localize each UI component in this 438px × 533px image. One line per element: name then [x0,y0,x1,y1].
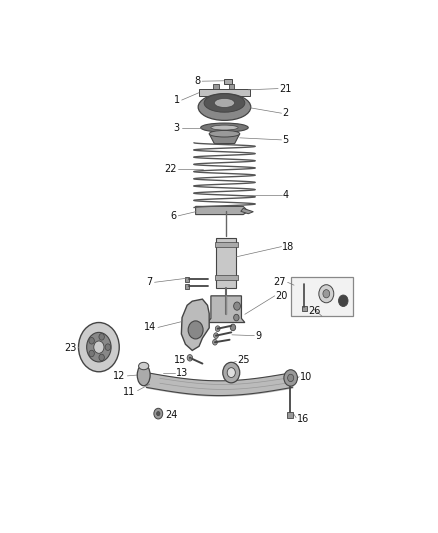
Ellipse shape [201,123,248,132]
Text: 3: 3 [173,123,180,133]
FancyBboxPatch shape [213,84,219,90]
Text: 26: 26 [308,306,321,316]
Circle shape [227,368,235,377]
Circle shape [156,411,160,416]
FancyBboxPatch shape [185,284,189,289]
Text: 22: 22 [164,164,176,174]
Text: 27: 27 [273,277,286,287]
Ellipse shape [211,125,238,130]
Text: 6: 6 [170,211,176,221]
Text: 16: 16 [297,414,309,424]
Text: 12: 12 [113,371,125,381]
Ellipse shape [204,94,245,112]
FancyBboxPatch shape [215,275,238,280]
Circle shape [284,370,297,386]
Circle shape [187,354,193,361]
FancyBboxPatch shape [286,411,293,418]
FancyBboxPatch shape [199,89,250,96]
Polygon shape [241,208,253,214]
Circle shape [319,285,334,303]
Text: 4: 4 [282,190,288,200]
Circle shape [78,322,119,372]
Polygon shape [209,134,240,143]
Text: 2: 2 [282,108,289,118]
Text: 7: 7 [146,277,152,287]
FancyBboxPatch shape [185,277,189,282]
Circle shape [89,350,94,357]
Text: 25: 25 [237,356,250,365]
Text: 5: 5 [282,135,289,145]
Circle shape [215,326,220,332]
FancyBboxPatch shape [301,306,307,311]
Circle shape [89,337,94,344]
Circle shape [223,362,240,383]
Ellipse shape [214,99,235,108]
Circle shape [105,344,110,350]
Ellipse shape [137,365,150,386]
Circle shape [339,295,348,306]
Circle shape [94,341,104,353]
FancyBboxPatch shape [216,238,237,288]
Circle shape [230,324,236,330]
Circle shape [214,333,219,338]
Circle shape [99,334,104,340]
Circle shape [233,302,240,310]
Text: 1: 1 [173,95,180,105]
Ellipse shape [209,131,240,137]
Circle shape [212,340,217,345]
Text: 10: 10 [300,372,312,382]
Text: 11: 11 [123,387,135,397]
Text: 15: 15 [174,356,187,365]
FancyBboxPatch shape [229,84,234,90]
Ellipse shape [198,94,251,120]
Text: 14: 14 [144,322,156,333]
Text: 20: 20 [276,291,288,301]
Circle shape [87,333,111,362]
Circle shape [233,314,239,321]
FancyBboxPatch shape [224,79,232,84]
Text: 21: 21 [279,84,291,94]
Circle shape [188,321,203,339]
Text: 18: 18 [282,241,294,252]
Text: 23: 23 [64,343,76,353]
Circle shape [323,289,330,298]
Circle shape [288,374,294,382]
Circle shape [99,354,104,361]
Polygon shape [181,299,209,350]
FancyBboxPatch shape [215,242,238,247]
Ellipse shape [138,362,149,370]
Text: 8: 8 [194,76,200,86]
Text: 13: 13 [176,368,188,377]
Text: 24: 24 [165,410,177,420]
Polygon shape [196,206,248,215]
FancyBboxPatch shape [291,277,353,317]
Polygon shape [208,296,245,322]
Text: 9: 9 [256,330,262,341]
Circle shape [154,408,162,419]
